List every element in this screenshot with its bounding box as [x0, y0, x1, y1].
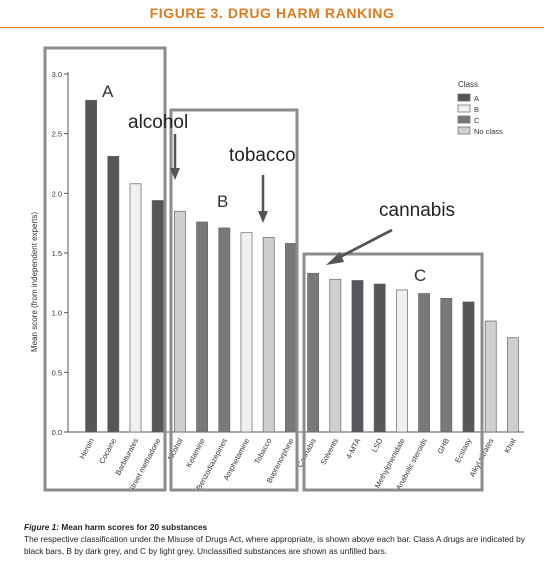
page-title: FIGURE 3. DRUG HARM RANKING — [149, 5, 395, 21]
bar — [373, 283, 386, 433]
legend-swatch — [457, 104, 471, 113]
class-b-box-label: B — [217, 192, 228, 211]
bar — [484, 320, 497, 433]
legend-label: C — [474, 116, 480, 125]
bar — [196, 221, 209, 433]
legend-swatch — [457, 93, 471, 102]
y-tick-label: 2.5 — [52, 130, 62, 139]
page-header: FIGURE 3. DRUG HARM RANKING — [0, 0, 544, 34]
chart-legend: Class ABC No class — [457, 80, 503, 136]
figure-caption: Figure 1: Mean harm scores for 20 substa… — [24, 521, 534, 557]
tobacco-annotation: tobacco — [229, 145, 296, 166]
y-tick-label: 0.5 — [52, 368, 62, 377]
y-axis-title: Mean score (from independent experts) — [30, 212, 39, 352]
y-tick-label: 0.0 — [52, 428, 62, 437]
bar — [351, 280, 364, 433]
bar — [107, 155, 120, 433]
caption-title: Mean harm scores for 20 substances — [61, 522, 208, 532]
alcohol-arrowhead-icon — [170, 168, 180, 180]
caption-title-line: Figure 1: Mean harm scores for 20 substa… — [24, 521, 534, 533]
bar — [329, 278, 342, 433]
bar — [396, 289, 408, 433]
bar — [307, 272, 319, 433]
caption-figure-label: Figure 1: — [24, 522, 60, 532]
bar — [462, 301, 475, 433]
bar — [418, 293, 430, 433]
bar — [218, 227, 231, 433]
alcohol-annotation: alcohol — [128, 112, 188, 133]
bar — [440, 297, 453, 433]
header-rule — [0, 27, 544, 28]
bar — [240, 232, 253, 433]
legend-swatch — [457, 115, 471, 124]
bar — [507, 337, 519, 433]
legend-title: Class — [458, 80, 478, 89]
class-c-box-label: C — [414, 266, 426, 285]
y-tick-label: 1.0 — [52, 309, 62, 318]
drug-harm-chart: 0.0 0.5 1.0 1.5 2.0 2.5 3.0 Mean score (from i… — [0, 34, 544, 520]
bar — [151, 200, 164, 433]
class-a-box-label: A — [102, 82, 114, 101]
legend-label: B — [474, 105, 479, 114]
cannabis-arrow-icon — [337, 228, 393, 260]
bar-series — [85, 99, 519, 433]
class-c-box — [302, 252, 484, 492]
caption-body: The respective classification under the … — [24, 534, 525, 556]
class-a-box — [43, 46, 167, 492]
bar — [285, 243, 297, 433]
y-tick-label: 1.5 — [52, 249, 62, 258]
legend-label: No class — [474, 127, 503, 136]
legend-label: A — [474, 94, 479, 103]
cannabis-arrowhead-icon — [326, 252, 344, 265]
legend-swatch — [457, 126, 471, 135]
tobacco-arrowhead-icon — [258, 211, 268, 223]
bar — [129, 183, 142, 433]
bar — [85, 99, 98, 433]
cannabis-annotation: cannabis — [379, 200, 455, 221]
bar — [262, 237, 275, 433]
class-b-box — [169, 108, 299, 492]
y-tick-label: 2.0 — [52, 189, 62, 198]
y-tick-label: 3.0 — [52, 70, 62, 79]
bar — [174, 210, 186, 433]
